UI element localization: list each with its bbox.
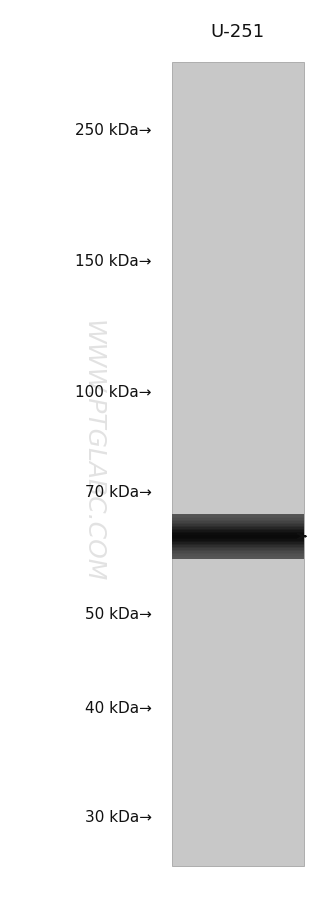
Bar — [172, 517, 304, 519]
Bar — [172, 542, 304, 544]
Text: WWW.PTGLABC.COM: WWW.PTGLABC.COM — [81, 320, 104, 582]
Bar — [172, 537, 304, 538]
Bar — [172, 544, 304, 546]
FancyBboxPatch shape — [172, 63, 304, 866]
Bar — [172, 550, 304, 552]
Text: 150 kDa→: 150 kDa→ — [75, 254, 152, 269]
Text: U-251: U-251 — [211, 23, 265, 41]
Bar — [172, 530, 304, 532]
Text: 40 kDa→: 40 kDa→ — [85, 701, 152, 715]
Bar — [172, 538, 304, 539]
Bar — [172, 551, 304, 553]
Bar — [172, 546, 304, 548]
Text: 70 kDa→: 70 kDa→ — [85, 484, 152, 499]
Bar — [172, 519, 304, 520]
Bar — [172, 523, 304, 525]
Bar — [172, 529, 304, 530]
Bar — [172, 525, 304, 526]
Bar — [172, 534, 304, 535]
Text: 100 kDa→: 100 kDa→ — [75, 385, 152, 400]
Text: 250 kDa→: 250 kDa→ — [75, 124, 152, 138]
Bar — [172, 548, 304, 550]
Bar — [172, 514, 304, 516]
Bar — [172, 532, 304, 534]
Text: 30 kDa→: 30 kDa→ — [85, 809, 152, 824]
Bar — [172, 516, 304, 517]
Bar — [172, 547, 304, 548]
Bar — [172, 539, 304, 541]
Bar — [172, 556, 304, 557]
Bar — [172, 553, 304, 555]
Bar — [172, 541, 304, 543]
Bar — [172, 526, 304, 528]
Bar — [172, 528, 304, 529]
Bar — [172, 555, 304, 556]
Bar — [172, 557, 304, 559]
Bar — [172, 535, 304, 537]
Bar — [172, 521, 304, 523]
Bar — [172, 520, 304, 521]
Text: 50 kDa→: 50 kDa→ — [85, 606, 152, 621]
